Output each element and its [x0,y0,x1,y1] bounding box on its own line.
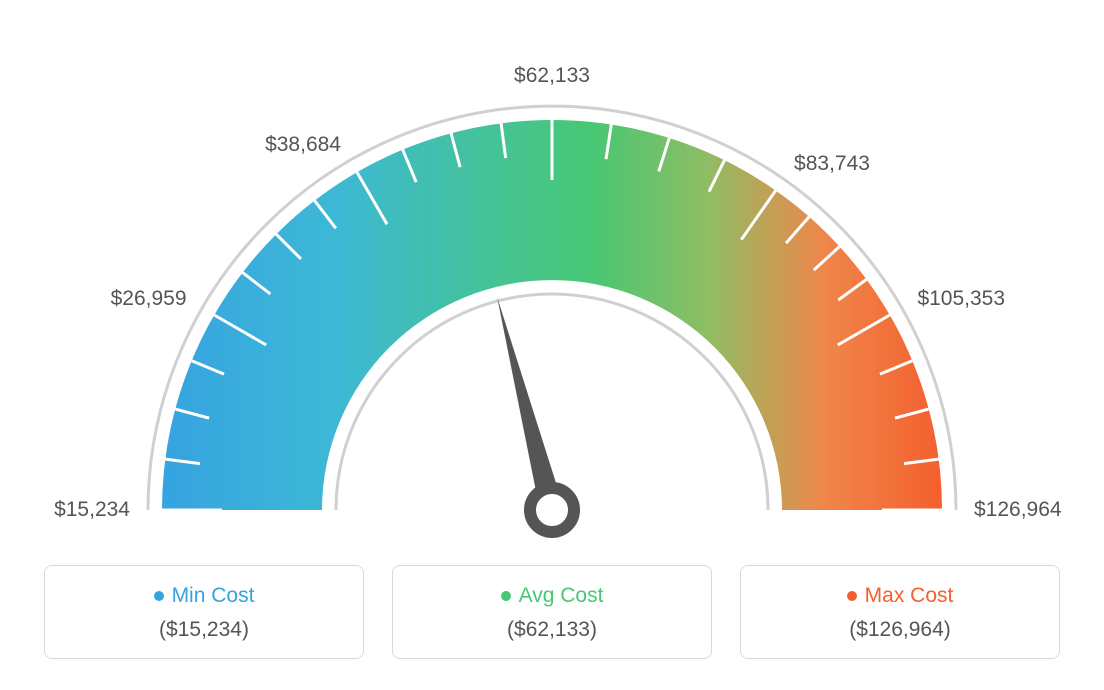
legend-label: Max Cost [865,584,954,608]
legend-value: ($62,133) [393,618,711,642]
legend-dot-icon [847,591,857,601]
gauge-tick-label: $15,234 [54,498,130,522]
legend-dot-icon [154,591,164,601]
legend-label-row: Avg Cost [393,584,711,608]
gauge-tick-label: $62,133 [514,64,590,88]
legend-card: Max Cost ($126,964) [740,565,1060,659]
legend: Min Cost ($15,234) Avg Cost ($62,133) Max Co… [20,565,1084,659]
gauge-needle-hub [530,488,574,532]
gauge-tick-label: $83,743 [794,152,870,176]
gauge-tick-label: $126,964 [974,498,1062,522]
legend-label-row: Max Cost [741,584,1059,608]
legend-value: ($126,964) [741,618,1059,642]
legend-dot-icon [501,591,511,601]
legend-value: ($15,234) [45,618,363,642]
gauge-tick-label: $26,959 [111,287,187,311]
legend-card: Min Cost ($15,234) [44,565,364,659]
gauge-chart: $15,234 $26,959 $38,684 $62,133 $83,743 $105,… [20,20,1084,550]
legend-label: Avg Cost [519,584,604,608]
gauge-needle [497,297,563,513]
legend-card: Avg Cost ($62,133) [392,565,712,659]
gauge-svg [20,20,1084,550]
gauge-tick-label: $38,684 [265,133,341,157]
gauge-tick-label: $105,353 [917,287,1005,311]
legend-label-row: Min Cost [45,584,363,608]
legend-label: Min Cost [172,584,255,608]
